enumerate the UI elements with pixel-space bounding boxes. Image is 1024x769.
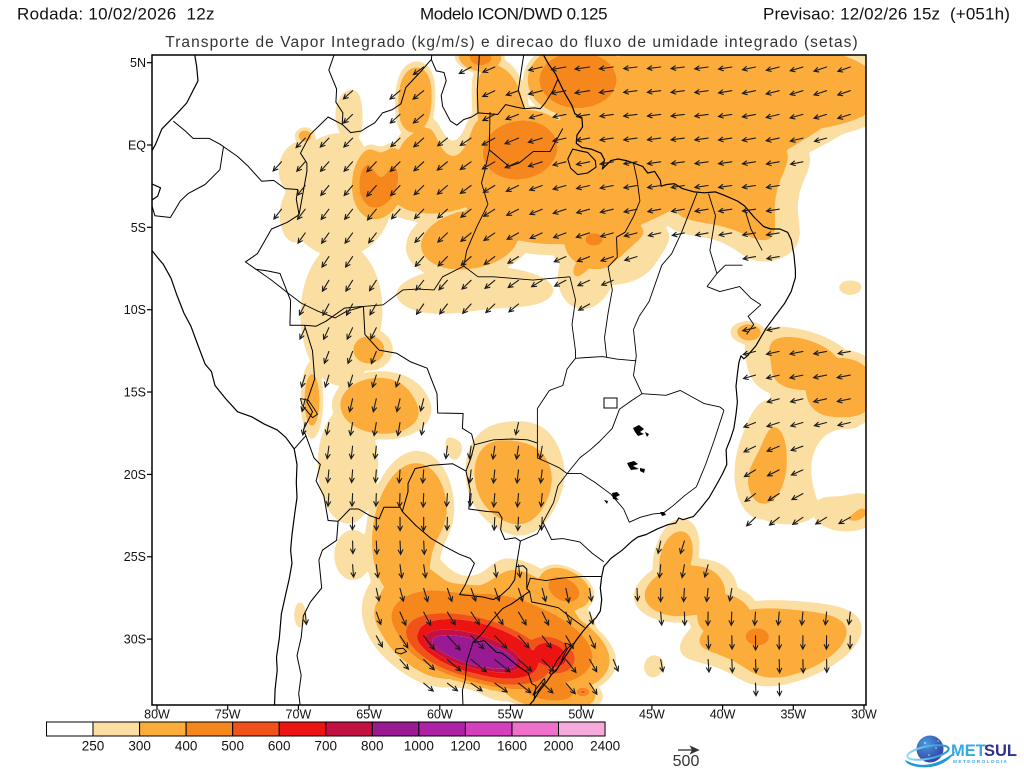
svg-text:15S: 15S (124, 386, 146, 400)
svg-text:Previsao: 12/02/26 15z (+051h: Previsao: 12/02/26 15z (+051h) (763, 5, 1010, 24)
svg-text:Rodada: 10/02/2026 12z: Rodada: 10/02/2026 12z (17, 5, 215, 24)
svg-text:MET: MET (951, 742, 986, 760)
svg-text:1600: 1600 (497, 739, 527, 754)
svg-text:Transporte de Vapor Integrado: Transporte de Vapor Integrado (kg/m/s) e… (165, 34, 858, 51)
svg-text:45W: 45W (639, 708, 665, 722)
svg-text:2400: 2400 (590, 739, 620, 754)
svg-text:300: 300 (128, 739, 151, 754)
svg-text:600: 600 (268, 739, 291, 754)
svg-text:400: 400 (175, 739, 198, 754)
svg-text:2000: 2000 (543, 739, 573, 754)
svg-text:500: 500 (221, 739, 244, 754)
svg-text:1000: 1000 (404, 739, 434, 754)
svg-text:80W: 80W (144, 708, 170, 722)
svg-text:500: 500 (673, 753, 700, 769)
svg-text:800: 800 (361, 739, 384, 754)
svg-text:40W: 40W (710, 708, 736, 722)
svg-text:75W: 75W (215, 708, 241, 722)
svg-text:Modelo ICON/DWD 0.125: Modelo ICON/DWD 0.125 (420, 5, 607, 24)
svg-text:65W: 65W (356, 708, 382, 722)
svg-text:5N: 5N (130, 56, 146, 70)
svg-text:SUL: SUL (984, 742, 1017, 760)
svg-text:30W: 30W (851, 708, 877, 722)
svg-text:1200: 1200 (450, 739, 480, 754)
svg-text:10S: 10S (124, 303, 146, 317)
svg-text:5S: 5S (131, 221, 146, 235)
svg-text:250: 250 (82, 739, 105, 754)
svg-text:55W: 55W (498, 708, 524, 722)
svg-text:700: 700 (315, 739, 338, 754)
svg-text:70W: 70W (286, 708, 312, 722)
svg-text:30S: 30S (124, 633, 146, 647)
svg-text:25S: 25S (124, 550, 146, 564)
svg-text:EQ: EQ (128, 139, 146, 153)
svg-text:M E T E O R O L O G I A: M E T E O R O L O G I A (953, 759, 1007, 765)
svg-text:60W: 60W (427, 708, 453, 722)
svg-text:50W: 50W (568, 708, 594, 722)
svg-text:35W: 35W (780, 708, 806, 722)
svg-text:20S: 20S (124, 468, 146, 482)
